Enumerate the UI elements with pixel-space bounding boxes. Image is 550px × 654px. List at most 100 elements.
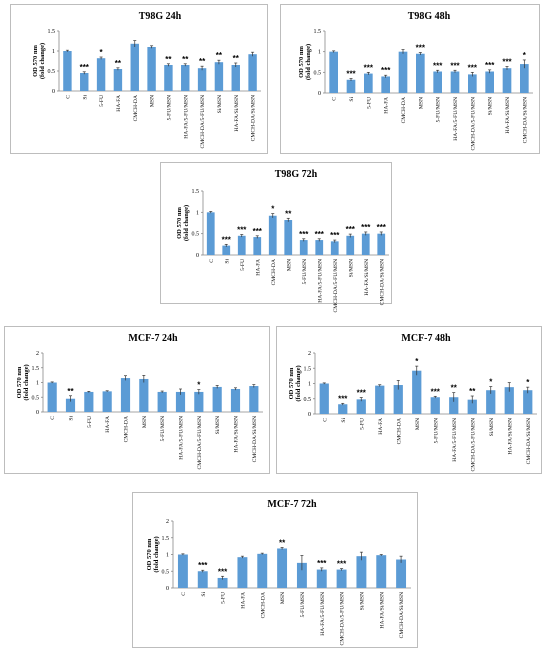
x-tick-label: Si/MSN	[217, 95, 223, 113]
y-tick-label: 0.5	[304, 397, 312, 403]
x-tick-label: Si/MSN	[488, 97, 494, 115]
x-tick-label: 5-FU	[359, 418, 365, 430]
significance-mark: **	[233, 54, 240, 63]
significance-mark: ***	[346, 70, 356, 79]
bar	[113, 69, 123, 91]
significance-mark: ***	[346, 225, 356, 234]
y-tick-label: 0	[308, 412, 311, 418]
y-tick-label: 2	[36, 351, 39, 357]
bar	[430, 397, 440, 414]
x-tick-label: HA-FA/5-FU/MSN	[179, 416, 185, 460]
significance-mark: ***	[299, 230, 309, 239]
bar	[268, 215, 277, 255]
y-axis-label: OD 570 nm	[146, 538, 153, 570]
x-tick-label: HA-FA/5-FU/MSN	[320, 592, 326, 636]
x-tick-label: HA-FA/Si/MSN	[234, 416, 240, 453]
x-tick-label: CMCH-DA/5-FU/MSN	[200, 95, 206, 148]
bar	[330, 241, 339, 255]
bar	[284, 220, 293, 255]
significance-mark: ***	[485, 61, 495, 70]
bar	[257, 553, 268, 588]
y-tick-label: 1.5	[32, 366, 40, 372]
bar	[504, 387, 514, 414]
significance-mark: ***	[80, 63, 90, 72]
bar	[237, 235, 246, 255]
bar	[84, 391, 94, 412]
x-tick-label: CMCH-DA/5-FU/MSN	[333, 259, 339, 312]
x-tick-label: CMCH-DA	[271, 259, 277, 285]
bar	[147, 47, 156, 91]
bar	[450, 71, 460, 93]
y-tick-label: 1	[318, 50, 321, 56]
y-axis-label: OD 570 nm	[176, 207, 183, 239]
x-tick-label: HA-FA/5-FU/MSN	[317, 259, 323, 303]
significance-mark: ***	[361, 223, 371, 232]
bar	[212, 386, 222, 412]
y-axis-label: (fold change)	[39, 43, 46, 79]
y-axis-label: OD 570 nm	[32, 45, 39, 77]
bar	[175, 391, 186, 412]
significance-mark: *	[523, 51, 527, 60]
bar	[222, 245, 231, 255]
x-tick-label: C	[332, 97, 338, 101]
significance-mark: ***	[357, 389, 367, 398]
x-tick-label: CMCH-DA	[260, 592, 266, 618]
x-tick-label: CMCH-DA/Si/MSN	[251, 95, 257, 141]
bar	[485, 71, 494, 93]
bar	[361, 233, 370, 255]
bar	[230, 388, 241, 412]
bar	[316, 569, 327, 588]
panel-t98g-24h: T98G 24h OD 570 nm (fold change) 0 0.5 1 1.5 C *…	[10, 4, 268, 154]
x-tick-label: CMCH-DA/5-FU/MSN	[470, 97, 476, 150]
x-tick-label: MSN	[280, 592, 286, 604]
significance-mark: ***	[253, 227, 263, 236]
x-tick-label: HA-FA	[378, 418, 384, 435]
panel-mcf7-24h: MCF-7 24h OD 570 nm (fold change) 0 0.5 1 1.5 2…	[4, 326, 270, 474]
y-axis-label: (fold change)	[23, 364, 30, 400]
y-axis-label: OD 570 nm	[288, 367, 295, 399]
significance-mark: ***	[237, 226, 247, 235]
chart-t98g-72h: T98G 72h OD 570 nm (fold change) 0 0.5 1 1.5 C *…	[176, 169, 389, 312]
panel-mcf7-48h: MCF-7 48h OD 570 nm (fold change) 0 0.5 1 1.5 2…	[276, 326, 542, 474]
significance-mark: ***	[364, 63, 374, 72]
bar	[381, 76, 390, 93]
significance-mark: **	[199, 57, 206, 66]
y-tick-label: 0.5	[48, 69, 56, 75]
bar	[157, 391, 167, 412]
significance-mark: ***	[431, 387, 441, 396]
bar	[65, 398, 76, 412]
chart-t98g-48h: T98G 48h OD 570 nm (fold change) 0 0.5 1 1.5 C *…	[298, 11, 533, 150]
significance-mark: *	[415, 357, 419, 366]
x-tick-label: C	[181, 592, 187, 596]
chart-title: MCF-7 24h	[128, 333, 178, 344]
x-tick-label: HA-FA/Si/MSN	[507, 418, 513, 455]
y-tick-label: 0	[166, 586, 169, 592]
significance-mark: ***	[468, 63, 478, 72]
chart-t98g-24h: T98G 24h OD 570 nm (fold change) 0 0.5 1 1.5 C *…	[32, 11, 261, 148]
x-tick-label: HA-FA/5-FU/MSN	[183, 95, 189, 139]
y-tick-label: 1.5	[192, 189, 200, 195]
bar	[364, 73, 373, 93]
x-tick-label: CMCH-DA	[133, 95, 139, 121]
bar	[139, 378, 149, 412]
x-tick-label: CMCH-DA	[401, 97, 407, 123]
bar	[181, 65, 190, 91]
bar	[396, 559, 407, 588]
chart-mcf7-24h: MCF-7 24h OD 570 nm (fold change) 0 0.5 1 1.5 2…	[16, 333, 263, 469]
y-axis-label: OD 570 nm	[298, 46, 305, 78]
x-tick-label: MSN	[286, 259, 292, 271]
y-tick-label: 0	[36, 410, 39, 416]
significance-mark: **	[469, 387, 476, 396]
y-axis-label: (fold change)	[305, 44, 312, 80]
x-tick-label: 5-FU	[87, 416, 93, 428]
x-tick-label: 5-FU	[240, 259, 246, 271]
x-tick-label: HA-FA	[255, 259, 261, 276]
x-tick-label: HA-FA	[384, 97, 390, 114]
significance-mark: ***	[330, 231, 340, 240]
bar	[47, 382, 57, 412]
bar	[467, 399, 477, 414]
x-tick-label: Si	[69, 416, 75, 421]
bar	[63, 51, 72, 91]
x-tick-label: 5-FU	[366, 97, 372, 109]
significance-mark: ***	[416, 43, 426, 52]
